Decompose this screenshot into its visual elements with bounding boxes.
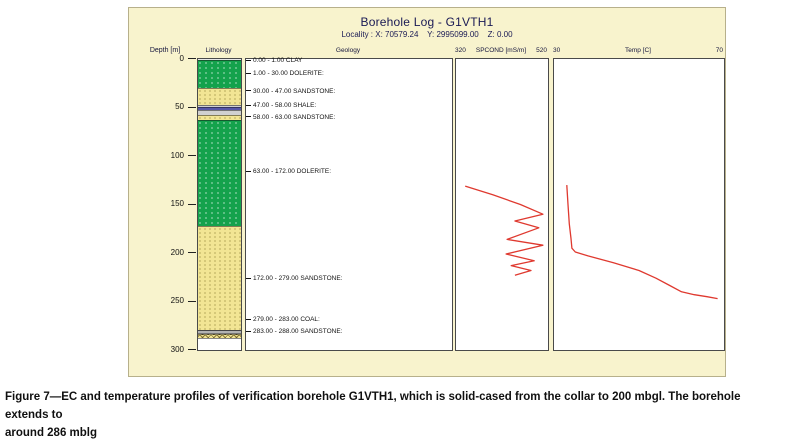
temp-axis-min: 30 [553,47,561,54]
borehole-log-panel: Borehole Log - G1VTH1 Locality : X: 7057… [128,7,726,377]
temp-axis-max: 70 [715,47,723,54]
lithology-interval-coal [198,329,241,334]
temp-profile-panel [553,58,725,351]
depth-tick-mark [188,349,196,350]
lithology-interval-sandstone [198,115,241,121]
depth-tick-mark [188,155,196,156]
lithology-column-label: Lithology [205,47,232,54]
lithology-interval-dolerite [198,120,241,226]
lithology-interval-shale-band [198,107,241,111]
figure-caption: Figure 7—EC and temperature profiles of … [5,389,785,442]
geology-entry: 172.00 - 279.00 SANDSTONE: [246,275,342,282]
temp-column-label: Temp [C] [624,47,651,54]
lithology-interval-shale [198,110,241,116]
chart-title: Borehole Log - G1VTH1 [360,15,494,29]
depth-axis-label: Depth [m] [149,47,181,54]
spcond-profile-panel [455,58,549,351]
spcond-axis-min: 320 [455,47,466,54]
lithology-interval-sandstone [198,225,241,330]
lithology-interval-sandstone-tri [198,333,241,339]
depth-tick-mark [188,58,196,59]
spcond-axis-max: 520 [536,47,547,54]
depth-tick-label: 100 [170,150,184,160]
geology-entry: 1.00 - 30.00 DOLERITE: [246,70,324,77]
lithology-interval-shale [198,104,241,107]
chart-locality: Locality : X: 70579.24 Y: 2995099.00 Z: … [341,30,513,39]
geology-entry: 0.00 - 1.00 CLAY [246,57,302,64]
depth-tick-mark [188,252,196,253]
depth-tick-label: 200 [170,247,184,257]
geology-column-label: Geology [335,47,361,54]
depth-tick-label: 150 [170,199,184,208]
lithology-interval-blank [198,338,241,350]
depth-tick-mark [188,203,196,205]
spcond-profile-chart [456,59,548,350]
geology-panel: 0.00 - 1.00 CLAY 1.00 - 30.00 DOLERITE: 30… [245,57,453,351]
figure-caption-line2: around 286 mblg [5,426,98,439]
lithology-interval-sandstone [198,88,241,105]
depth-tick-label: 250 [170,296,184,305]
geology-entry: 279.00 - 283.00 COAL: [246,316,320,323]
lithology-interval-clay [198,59,241,60]
depth-axis: 0 50 100 150 200 250 300 [143,54,197,354]
lithology-interval-dolerite [198,59,241,89]
geology-entry: 63.00 - 172.00 DOLERITE: [246,168,331,175]
temp-profile-chart [554,59,724,350]
figure-caption-line1: Figure 7—EC and temperature profiles of … [5,391,741,421]
depth-tick-mark [188,300,196,302]
geology-entry: 283.00 - 288.00 SANDSTONE: [246,328,342,335]
depth-tick-label: 300 [170,344,184,354]
spcond-column-label: SPCOND [mS/m] [475,47,527,54]
depth-tick-label: 0 [179,53,184,63]
lithology-strip [197,58,242,351]
geology-entry: 58.00 - 63.00 SANDSTONE: [246,114,335,121]
geology-entry: 30.00 - 47.00 SANDSTONE: [246,88,335,95]
depth-tick-mark [188,106,196,108]
geology-entry: 47.00 - 58.00 SHALE: [246,102,316,109]
depth-tick-label: 50 [175,102,184,111]
